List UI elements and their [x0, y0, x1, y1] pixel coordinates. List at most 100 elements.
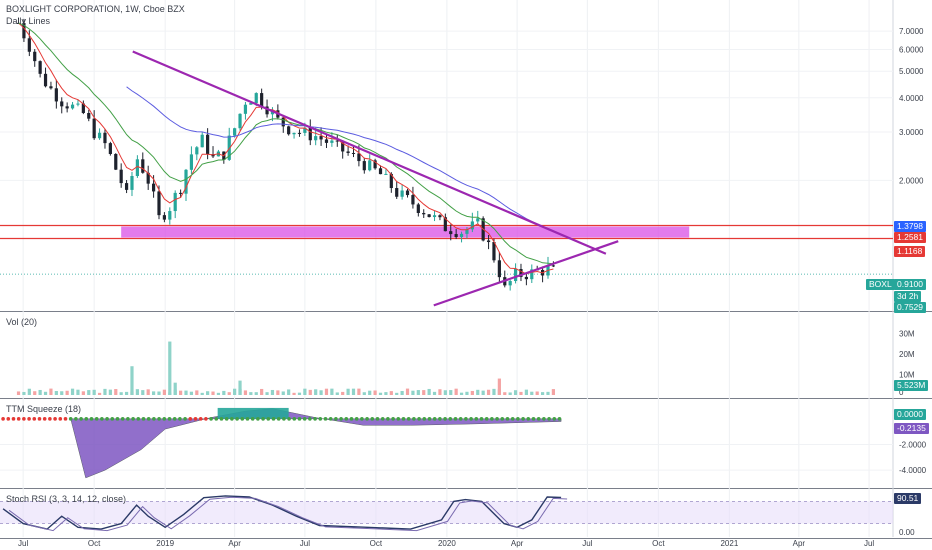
candle-body [368, 160, 372, 171]
squeeze-dot [141, 417, 146, 421]
squeeze-dot [276, 417, 281, 421]
squeeze-dot [240, 417, 245, 421]
squeeze-dot [58, 417, 63, 421]
candle-body [92, 118, 96, 139]
volume-spike-bar [130, 366, 134, 395]
volume-pane-title: Vol (20) [6, 317, 38, 327]
candle-body [87, 113, 91, 119]
volume-bar [249, 392, 253, 395]
squeeze-dot [250, 417, 255, 421]
candle-body [476, 218, 480, 222]
volume-bar [486, 389, 491, 395]
squeeze-dot [297, 417, 302, 421]
squeeze-dot [261, 417, 265, 421]
squeeze-dot [443, 417, 447, 421]
squeeze-dot [557, 417, 562, 421]
y-tick-label: 2.0000 [899, 176, 924, 185]
volume-bar [260, 388, 264, 395]
candle-body [508, 281, 512, 286]
squeeze-dot [266, 417, 271, 421]
squeeze-dot [521, 417, 525, 421]
squeeze-dot [292, 417, 297, 421]
volume-bar [103, 388, 107, 395]
candle-body [184, 169, 188, 194]
squeeze-dot [386, 417, 390, 421]
candle-body [97, 132, 102, 139]
candle-body [432, 215, 437, 218]
volume-bar [43, 391, 48, 395]
stoch-last-tag: 90.51 [894, 492, 922, 504]
volume-bar [151, 391, 156, 395]
squeeze-dot [53, 417, 57, 421]
candle-body [243, 104, 248, 114]
candle-body [200, 134, 204, 148]
volume-bar [470, 390, 474, 395]
volume-bar [368, 390, 372, 395]
candle-body [513, 269, 518, 282]
volume-bar [438, 389, 442, 395]
squeeze-dot [406, 417, 411, 421]
price-tag: BOXL [866, 279, 895, 290]
squeeze-dot [162, 417, 167, 421]
x-tick-label: 2019 [156, 539, 174, 548]
candle-body [43, 73, 48, 87]
candle-body [443, 217, 447, 232]
candle-body [395, 188, 399, 197]
volume-bar [492, 388, 496, 395]
volume-bar [87, 390, 91, 395]
squeeze-dot [22, 417, 26, 421]
ema-fast-line [18, 22, 554, 275]
candle-body [76, 103, 80, 105]
candle-body [81, 103, 85, 114]
squeeze-dot [74, 417, 78, 421]
candle-body [400, 190, 404, 197]
volume-bar [319, 390, 323, 395]
price-tag: 1.2581 [894, 231, 926, 243]
squeeze-dot [552, 417, 557, 421]
candle-body [124, 183, 129, 190]
squeeze-dot [63, 417, 68, 421]
y-tick-label: 7.0000 [899, 27, 924, 36]
squeeze-dot [365, 417, 369, 421]
volume-bar [81, 391, 85, 395]
volume-bar [308, 389, 312, 395]
squeeze-dot [380, 417, 385, 421]
squeeze-dot [516, 417, 520, 421]
volume-tick-label: 0 [899, 388, 904, 397]
candle-body [103, 132, 107, 144]
squeeze-dot [505, 417, 510, 421]
volume-bar [384, 392, 388, 395]
squeeze-dot [131, 417, 135, 421]
squeeze-dot [146, 417, 151, 421]
volume-bar [254, 392, 258, 395]
volume-bar [141, 390, 145, 395]
squeeze-dot [453, 417, 458, 421]
volume-bar [546, 391, 550, 395]
candle-body [173, 192, 177, 212]
candle-body [114, 153, 118, 170]
candle-body [60, 101, 64, 107]
volume-bar [114, 389, 118, 395]
y-tick-label: 4.0000 [899, 94, 924, 103]
squeeze-dot [360, 417, 364, 421]
price-tag: 3d 2h [894, 291, 922, 302]
squeeze-dot [495, 417, 499, 421]
squeeze-dot [84, 417, 89, 421]
volume-bar [108, 389, 112, 395]
volume-tick-label: 20M [899, 350, 915, 359]
candle-body [38, 61, 42, 74]
candle-body [22, 23, 26, 39]
stoch-d-line [8, 496, 568, 532]
volume-bar [22, 391, 26, 395]
candle-body [530, 269, 534, 280]
price-tag: 0.9100 [894, 279, 926, 290]
volume-bar [276, 390, 280, 395]
squeeze-dot [167, 417, 172, 421]
candle-body [330, 140, 334, 143]
squeeze-dot [432, 417, 437, 421]
squeeze-dot [219, 417, 224, 421]
x-tick-label: Jul [18, 539, 28, 548]
price-tag: 1.1168 [894, 245, 926, 257]
candle-body [314, 136, 318, 141]
